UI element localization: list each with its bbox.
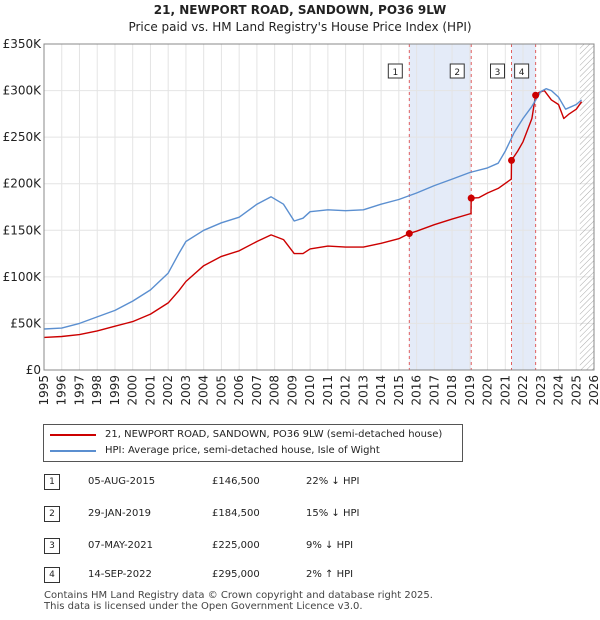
sale-row: 2 29-JAN-2019 £184,500 15% ↓ HPI (44, 506, 404, 526)
x-tick-label: 1998 (90, 375, 104, 406)
series-line-hpi (43, 88, 583, 330)
sale-row: 1 05-AUG-2015 £146,500 22% ↓ HPI (44, 474, 404, 494)
sale-date: 14-SEP-2022 (88, 569, 152, 580)
x-tick-label: 2005 (214, 375, 228, 406)
sale-number-badge: 2 (44, 506, 60, 522)
sale-label-number: 4 (519, 68, 525, 78)
sale-points (405, 91, 540, 238)
x-tick-label: 2013 (356, 375, 370, 406)
sale-hpi-diff: 9% ↓ HPI (306, 540, 354, 551)
sale-point (405, 230, 413, 238)
chart-title: 21, NEWPORT ROAD, SANDOWN, PO36 9LW (154, 3, 446, 17)
grid (43, 43, 595, 371)
y-tick-label: £200K (3, 177, 43, 191)
sale-number-badge: 3 (44, 538, 60, 554)
sale-label-box (387, 63, 403, 79)
x-tick-label: 2017 (427, 375, 441, 406)
sale-label-number: 2 (454, 68, 460, 78)
x-tick-label: 1999 (108, 375, 122, 406)
x-tick-label: 2000 (126, 375, 140, 406)
legend-label-property: 21, NEWPORT ROAD, SANDOWN, PO36 9LW (sem… (105, 429, 443, 440)
y-tick-label: £150K (3, 223, 43, 237)
x-tick-label: 2024 (552, 375, 566, 406)
x-tick-label: 2002 (161, 375, 175, 406)
legend-swatch-hpi (50, 450, 96, 452)
footer-copyright: Contains HM Land Registry data © Crown c… (44, 590, 433, 601)
x-tick-label: 2006 (232, 375, 246, 406)
sale-hpi-diff: 2% ↑ HPI (306, 569, 354, 580)
shaded-periods (409, 44, 536, 370)
x-tick-label: 2009 (285, 375, 299, 406)
x-tick-label: 2014 (374, 375, 388, 406)
future-hatch (579, 44, 594, 370)
x-tick-label: 2020 (481, 375, 495, 406)
sale-row: 3 07-MAY-2021 £225,000 9% ↓ HPI (44, 538, 404, 558)
footer-licence: This data is licensed under the Open Gov… (44, 601, 363, 612)
x-tick-label: 2010 (303, 375, 317, 406)
y-tick-label: £250K (3, 130, 43, 144)
y-tick-label: £350K (3, 37, 43, 51)
sale-hpi-diff: 22% ↓ HPI (306, 476, 360, 487)
sale-label-number: 1 (392, 68, 398, 78)
legend: 21, NEWPORT ROAD, SANDOWN, PO36 9LW (sem… (43, 424, 463, 462)
x-tick-label: 2025 (569, 375, 583, 406)
x-tick-label: 2008 (268, 375, 282, 406)
plot-frame (43, 43, 595, 371)
sale-date: 29-JAN-2019 (88, 508, 152, 519)
legend-swatch-property (50, 434, 96, 436)
sale-point (532, 91, 540, 99)
sale-number-badge: 1 (44, 474, 60, 490)
sale-date: 07-MAY-2021 (88, 540, 154, 551)
x-tick-label: 2021 (498, 375, 512, 406)
sale-label-box (514, 63, 530, 79)
x-tick-label: 2015 (392, 375, 406, 406)
sale-point (508, 156, 515, 164)
chart-subtitle: Price paid vs. HM Land Registry's House … (128, 20, 471, 34)
x-tick-label: 2019 (463, 375, 477, 406)
y-tick-label: £300K (3, 84, 43, 98)
x-tick-label: 2016 (410, 375, 424, 406)
y-tick-label: £0 (26, 363, 41, 377)
series (43, 88, 583, 339)
sale-label-box (449, 63, 465, 79)
sale-hpi-diff: 15% ↓ HPI (306, 508, 360, 519)
sale-label-number: 3 (495, 68, 501, 78)
x-tick-label: 2018 (445, 375, 459, 406)
axes: £0 £50K £100K £150K £200K £250K £300K £350K 1995… (3, 37, 600, 406)
x-tick-label: 1995 (37, 375, 51, 406)
x-tick-label: 1997 (72, 375, 86, 406)
sale-price: £146,500 (212, 476, 260, 487)
price-chart: 21, NEWPORT ROAD, SANDOWN, PO36 9LW Pric… (3, 3, 600, 406)
sale-point (467, 194, 475, 202)
legend-label-hpi: HPI: Average price, semi-detached house,… (105, 445, 380, 456)
sale-price: £225,000 (212, 540, 260, 551)
x-tick-label: 2026 (587, 375, 600, 406)
shaded-period (409, 44, 472, 370)
sale-date: 05-AUG-2015 (88, 476, 156, 487)
sale-row: 4 14-SEP-2022 £295,000 2% ↑ HPI (44, 567, 404, 587)
x-tick-label: 1996 (55, 375, 69, 406)
x-tick-label: 2011 (321, 375, 335, 406)
sale-price: £295,000 (212, 569, 260, 580)
x-tick-label: 2022 (516, 375, 530, 406)
shaded-period (511, 44, 536, 370)
sale-price: £184,500 (212, 508, 260, 519)
x-tick-label: 2023 (534, 375, 548, 406)
sale-label-box (490, 63, 505, 79)
x-tick-label: 2007 (250, 375, 264, 406)
future-hatch-area (579, 44, 594, 370)
x-tick-label: 2004 (197, 375, 211, 406)
x-tick-label: 2003 (179, 375, 193, 406)
x-tick-label: 2001 (143, 375, 157, 406)
footer: Contains HM Land Registry data © Crown c… (44, 590, 433, 612)
series-line-property (43, 89, 583, 339)
y-tick-label: £50K (10, 316, 42, 330)
sale-number-badge: 4 (44, 567, 60, 583)
x-tick-label: 2012 (339, 375, 353, 406)
y-tick-label: £100K (3, 270, 43, 284)
